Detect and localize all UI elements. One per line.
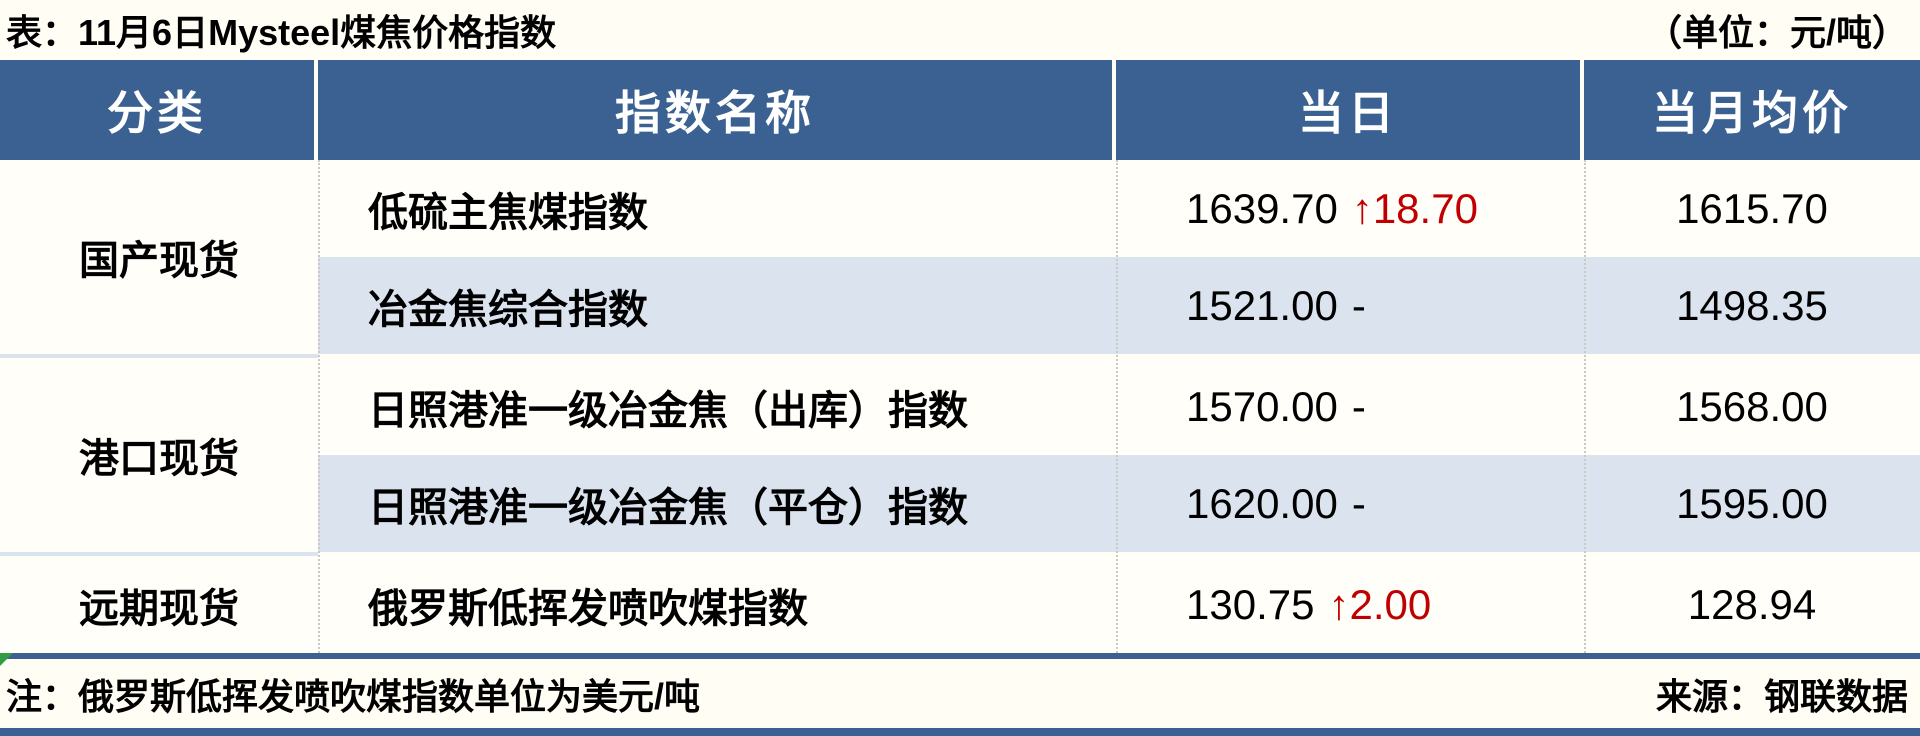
table-row: 冶金焦综合指数 1521.00 - 1498.35 [318, 257, 1920, 354]
category-cell-forward-spot: 远期现货 [0, 556, 318, 653]
category-cell-port-spot: 港口现货 [0, 358, 318, 552]
current-day-value: 1570.00 - [1116, 383, 1584, 431]
unit-label: （单位：元/吨） [1645, 12, 1908, 53]
bottom-navy-strip [0, 728, 1920, 736]
table-body: 国产现货 港口现货 远期现货 低硫主焦煤指数 1639.70 ↑18.70 16… [0, 160, 1920, 653]
category-group-gap [0, 354, 318, 358]
header-column-gap [1112, 60, 1116, 160]
index-name: 低硫主焦煤指数 [368, 190, 648, 235]
index-name: 冶金焦综合指数 [368, 287, 648, 332]
index-name: 日照港准一级冶金焦（出库）指数 [368, 388, 968, 433]
price-change-flat: - [1351, 479, 1366, 527]
price-value: 1620.00 [1186, 479, 1338, 527]
category-group-gap [0, 552, 318, 556]
price-value: 130.75 [1186, 580, 1315, 628]
monthly-average-value: 128.94 [1687, 580, 1817, 628]
index-name: 俄罗斯低挥发喷吹煤指数 [368, 586, 808, 631]
current-day-value: 1620.00 - [1116, 480, 1584, 528]
price-change-up: ↑18.70 [1351, 184, 1478, 232]
current-day-value: 130.75 ↑2.00 [1116, 581, 1584, 629]
source-label: 来源：钢联数据 [1655, 675, 1908, 717]
monthly-average-value: 1595.00 [1676, 479, 1828, 527]
group-separator-gap [318, 354, 1920, 358]
column-header-current-day: 当日 [1116, 60, 1580, 160]
group-separator-gap [318, 552, 1920, 556]
column-divider-dashed [318, 160, 320, 653]
monthly-average-value: 1615.70 [1676, 184, 1828, 232]
current-day-value: 1521.00 - [1116, 282, 1584, 330]
footer-bar: 注：俄罗斯低挥发喷吹煤指数单位为美元/吨 来源：钢联数据 [0, 659, 1920, 728]
green-triangle-artifact [0, 653, 13, 666]
table-row: 俄罗斯低挥发喷吹煤指数 130.75 ↑2.00 128.94 [318, 556, 1920, 653]
price-value: 1521.00 [1186, 281, 1338, 329]
column-divider-dashed [1116, 160, 1118, 653]
monthly-average-value: 1498.35 [1676, 281, 1828, 329]
footnote: 注：俄罗斯低挥发喷吹煤指数单位为美元/吨 [6, 675, 701, 717]
footer-divider-line [0, 653, 1920, 666]
table-row: 日照港准一级冶金焦（平仓）指数 1620.00 - 1595.00 [318, 455, 1920, 552]
table-row: 低硫主焦煤指数 1639.70 ↑18.70 1615.70 [318, 160, 1920, 257]
category-column: 国产现货 港口现货 远期现货 [0, 160, 318, 653]
data-rows: 低硫主焦煤指数 1639.70 ↑18.70 1615.70 冶金焦综合指数 1… [318, 160, 1920, 653]
column-divider-dashed [1584, 160, 1586, 653]
column-header-monthly-average: 当月均价 [1584, 60, 1920, 160]
index-name: 日照港准一级冶金焦（平仓）指数 [368, 485, 968, 530]
price-value: 1570.00 [1186, 382, 1338, 430]
category-cell-domestic-spot: 国产现货 [0, 160, 318, 354]
title-bar: 表：11月6日Mysteel煤焦价格指数 （单位：元/吨） [0, 0, 1920, 60]
column-header-category: 分类 [0, 60, 314, 160]
header-column-gap [314, 60, 318, 160]
current-day-value: 1639.70 ↑18.70 [1116, 185, 1584, 233]
column-header-index-name: 指数名称 [318, 60, 1112, 160]
price-change-flat: - [1351, 382, 1366, 430]
table-row: 日照港准一级冶金焦（出库）指数 1570.00 - 1568.00 [318, 358, 1920, 455]
price-value: 1639.70 [1186, 184, 1338, 232]
price-change-up: ↑2.00 [1328, 580, 1432, 628]
table-header-row: 分类 指数名称 当日 当月均价 [0, 60, 1920, 160]
price-change-flat: - [1351, 281, 1366, 329]
monthly-average-value: 1568.00 [1676, 382, 1828, 430]
table-title: 表：11月6日Mysteel煤焦价格指数 [6, 12, 557, 53]
header-column-gap [1580, 60, 1584, 160]
